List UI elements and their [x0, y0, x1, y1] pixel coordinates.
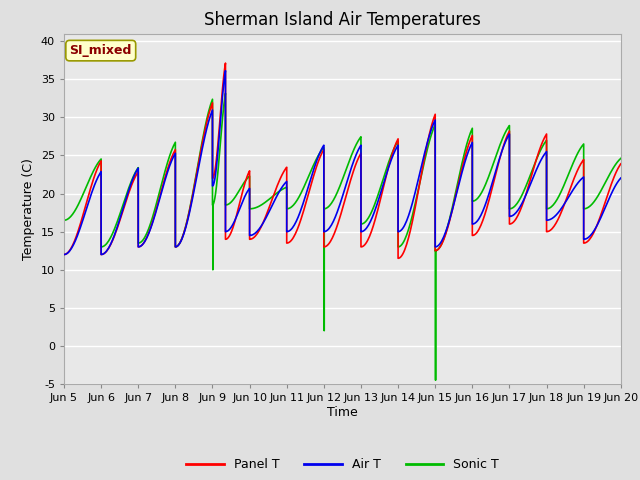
Text: SI_mixed: SI_mixed [70, 44, 132, 57]
Y-axis label: Temperature (C): Temperature (C) [22, 158, 35, 260]
Title: Sherman Island Air Temperatures: Sherman Island Air Temperatures [204, 11, 481, 29]
Legend: Panel T, Air T, Sonic T: Panel T, Air T, Sonic T [181, 453, 504, 476]
X-axis label: Time: Time [327, 406, 358, 419]
